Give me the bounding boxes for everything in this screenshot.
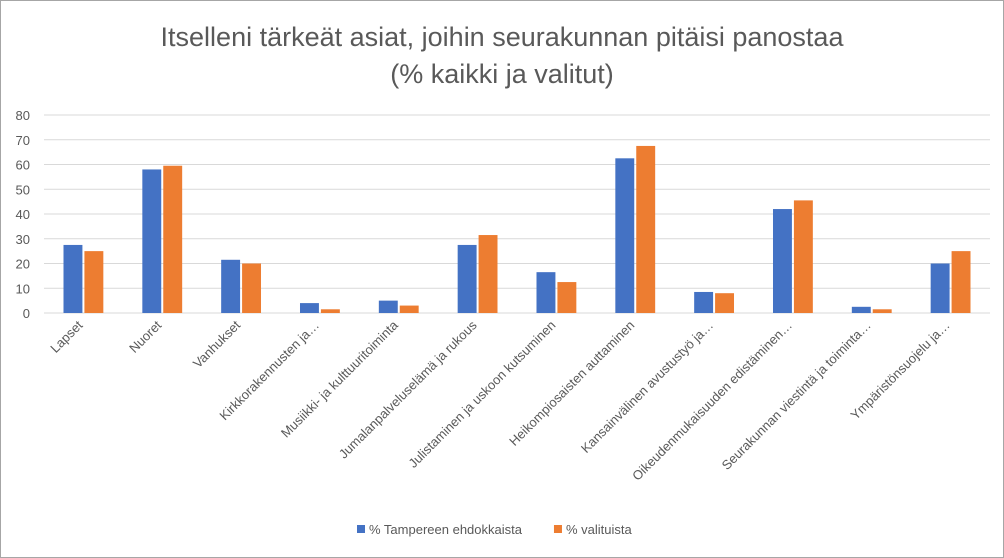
bar	[84, 251, 104, 313]
chart-subtitle: (% kaikki ja valitut)	[390, 59, 614, 89]
bar	[299, 303, 319, 313]
bar	[142, 169, 162, 313]
bar	[536, 272, 556, 313]
bar	[951, 251, 971, 313]
bar	[457, 244, 477, 313]
bar	[872, 309, 892, 313]
y-tick-label: 30	[16, 232, 30, 247]
legend-label: % valituista	[566, 522, 633, 537]
y-tick-label: 20	[16, 257, 30, 272]
bar	[478, 235, 498, 313]
y-tick-label: 60	[16, 158, 30, 173]
bar	[63, 244, 83, 313]
bar	[378, 300, 398, 313]
legend-label: % Tampereen ehdokkaista	[369, 522, 523, 537]
y-tick-label: 50	[16, 182, 30, 197]
y-tick-label: 40	[16, 207, 30, 222]
chart-title: Itselleni tärkeät asiat, joihin seurakun…	[161, 22, 845, 52]
bar	[615, 158, 635, 313]
bar	[930, 263, 950, 313]
bar	[715, 293, 735, 313]
y-tick-label: 80	[16, 108, 30, 123]
y-tick-label: 70	[16, 133, 30, 148]
y-tick-label: 10	[16, 281, 30, 296]
bar	[793, 200, 813, 313]
bar	[320, 309, 340, 313]
legend-swatch	[553, 525, 562, 533]
bar	[636, 145, 656, 313]
bar	[772, 209, 792, 313]
legend-swatch	[357, 525, 365, 533]
bar	[242, 263, 262, 313]
bar	[694, 291, 714, 313]
bar	[163, 165, 183, 313]
bar	[557, 282, 577, 313]
y-tick-label: 0	[23, 306, 30, 321]
bar	[399, 305, 419, 313]
bar	[851, 306, 871, 313]
bar	[221, 259, 241, 313]
